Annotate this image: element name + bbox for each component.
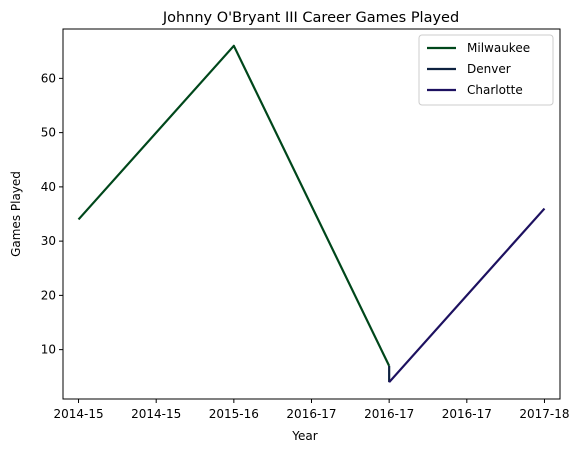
x-axis-label: Year xyxy=(291,429,317,443)
x-tick-label: 2014-15 xyxy=(53,407,103,421)
legend-label-milwaukee: Milwaukee xyxy=(467,41,530,55)
plot-area xyxy=(77,44,546,383)
x-tick-label: 2016-17 xyxy=(286,407,336,421)
y-tick-label: 60 xyxy=(41,71,56,85)
legend: Milwaukee Denver Charlotte xyxy=(418,34,554,106)
y-tick-label: 50 xyxy=(41,126,56,140)
y-tick-label: 30 xyxy=(41,234,56,248)
x-tick-label: 2016-17 xyxy=(364,407,414,421)
series-line-charlotte xyxy=(388,207,546,383)
chart-title: Johnny O'Bryant III Career Games Played xyxy=(162,10,459,26)
legend-label-denver: Denver xyxy=(467,62,511,76)
legend-label-charlotte: Charlotte xyxy=(467,83,523,97)
x-tick-label: 2017-18 xyxy=(519,407,569,421)
series-line-milwaukee xyxy=(77,44,391,367)
x-axis: 2014-15 2014-15 2015-16 2016-17 2016-17 2016-… xyxy=(53,399,569,421)
x-tick-label: 2016-17 xyxy=(442,407,492,421)
legend-frame xyxy=(418,34,554,106)
y-axis-label: Games Played xyxy=(9,171,23,257)
x-tick-label: 2014-15 xyxy=(131,407,181,421)
y-axis: 10 20 30 40 50 60 xyxy=(41,71,63,357)
y-tick-label: 20 xyxy=(41,288,56,302)
x-tick-label: 2015-16 xyxy=(209,407,259,421)
y-tick-label: 10 xyxy=(41,343,56,357)
y-tick-label: 40 xyxy=(41,180,56,194)
